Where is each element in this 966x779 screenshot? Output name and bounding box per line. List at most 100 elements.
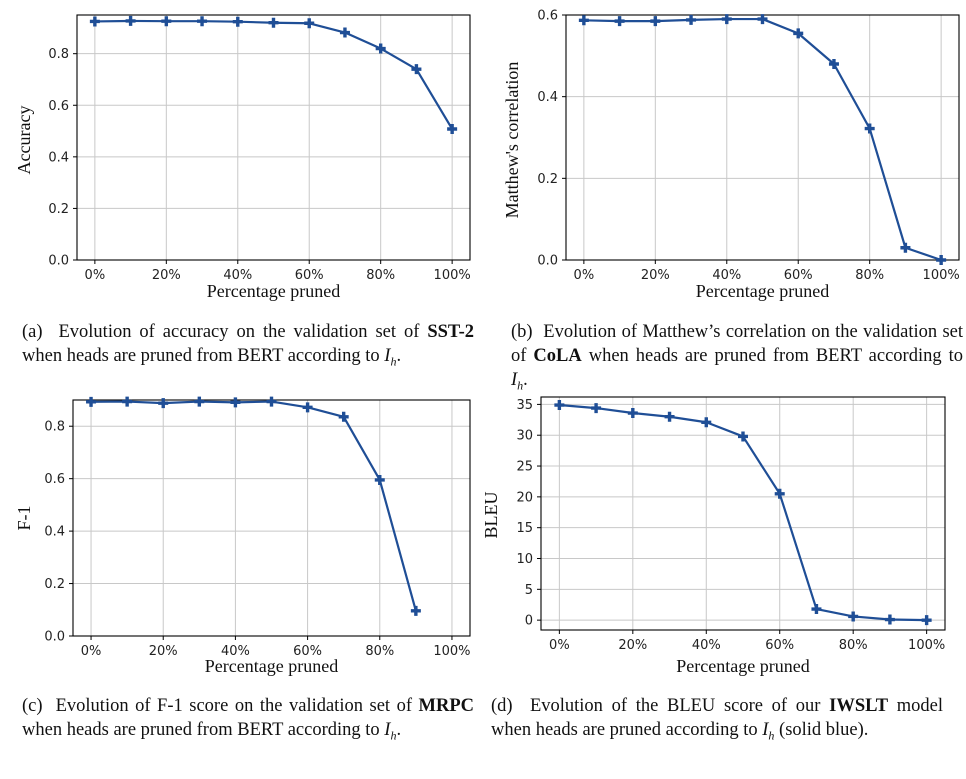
plot-frame [565, 14, 960, 261]
caption-tail: . [396, 346, 402, 366]
y-tick-label: 20 [516, 490, 533, 505]
data-point-marker [410, 605, 421, 616]
caption-dataset: SST-2 [427, 322, 474, 342]
y-tick-label: 0.8 [44, 420, 65, 435]
x-tick-label: 80% [839, 638, 868, 653]
x-tick-label: 20% [149, 644, 178, 659]
caption-math: I [384, 720, 391, 740]
data-point-marker [757, 14, 768, 25]
data-point-marker [125, 15, 136, 26]
data-point-marker [578, 15, 589, 26]
x-tick-label: 60% [293, 644, 322, 659]
x-tick-label: 60% [765, 638, 794, 653]
x-tick-label: 40% [221, 644, 250, 659]
y-tick-label: 0.4 [537, 90, 558, 105]
data-point-marker [158, 398, 169, 409]
x-tick-label: 100% [434, 268, 471, 283]
data-point-marker [828, 59, 839, 69]
y-tick-label: 35 [516, 398, 533, 413]
y-axis-label: F-1 [14, 505, 34, 530]
y-tick-label: 0.2 [537, 172, 558, 187]
caption-a: (a) Evolution of accuracy on the validat… [22, 320, 474, 374]
data-point-marker [197, 16, 208, 27]
x-tick-label: 40% [692, 638, 721, 653]
data-point-marker [447, 123, 458, 134]
data-point-marker [884, 614, 895, 625]
caption-math-sub: h [517, 378, 524, 393]
caption-tail: (solid blue). [779, 720, 869, 740]
chart-c: 0% 20% 40% 60% 80% 100% 0.0 0.2 0.4 0.6 0.8 Percent… [14, 396, 471, 676]
data-point-marker [721, 14, 732, 25]
y-tick-label: 0.2 [44, 577, 65, 592]
x-tick-label: 20% [152, 268, 181, 283]
data-point-marker [268, 17, 279, 28]
x-tick-label: 40% [223, 268, 252, 283]
y-tick-label: 0.0 [48, 254, 69, 269]
caption-dataset: MRPC [418, 696, 474, 716]
data-point-marker [793, 28, 804, 39]
data-point-marker [554, 400, 565, 411]
data-point-marker [686, 14, 697, 25]
data-point-marker [122, 396, 133, 407]
x-tick-label: 60% [295, 268, 324, 283]
caption-label: (a) [22, 322, 43, 342]
x-tick-label: 0% [549, 638, 570, 653]
y-tick-label: 0.8 [48, 47, 69, 62]
chart-b: 0% 20% 40% 60% 80% 100% 0.0 0.2 0.4 0.6 Percentage… [502, 9, 960, 302]
caption-tail: . [396, 720, 402, 740]
y-tick-label: 0.0 [537, 254, 558, 269]
data-point-marker [375, 43, 386, 54]
y-axis-label: Accuracy [14, 106, 34, 175]
data-point-marker [232, 16, 243, 27]
x-axis-label: Percentage pruned [205, 656, 338, 676]
caption-math-sub: h [390, 728, 397, 743]
data-point-marker [664, 411, 675, 422]
y-axis-label: Matthew's correlation [502, 62, 522, 219]
data-point-marker [230, 397, 241, 408]
data-point-marker [811, 604, 822, 615]
data-point-marker [89, 16, 100, 27]
x-tick-label: 80% [855, 268, 884, 283]
series-line [583, 17, 942, 262]
caption-dataset: CoLA [533, 346, 582, 366]
x-tick-label: 0% [85, 268, 106, 283]
caption-math-sub: h [768, 728, 775, 743]
data-point-marker [921, 615, 932, 626]
series-line [91, 400, 417, 612]
data-point-marker [848, 611, 859, 622]
y-tick-label: 0.2 [48, 202, 69, 217]
caption-text: Evolution of the BLEU score of our [529, 696, 821, 716]
data-point-marker [900, 242, 911, 253]
caption-math-sub: h [390, 354, 397, 369]
y-tick-label: 15 [516, 521, 533, 536]
x-tick-label: 100% [923, 268, 960, 283]
x-tick-label: 100% [433, 644, 470, 659]
data-point-marker [591, 403, 602, 414]
caption-text: Evolution of Matthew’s correlation on th… [511, 322, 964, 366]
data-point-marker [194, 396, 205, 407]
data-point-marker [161, 16, 172, 27]
data-point-marker [936, 255, 947, 265]
caption-label: (d) [491, 696, 513, 716]
chart-d: 0% 20% 40% 60% 80% 100% 0 5 10 15 20 25 30 35 Percenta… [481, 396, 946, 676]
caption-text: when heads are pruned from BERT accordin… [22, 720, 380, 740]
caption-math: I [762, 720, 769, 740]
plot-frame [540, 396, 946, 631]
x-tick-label: 40% [712, 268, 741, 283]
x-axis-label: Percentage pruned [676, 656, 809, 676]
data-point-marker [304, 18, 315, 29]
y-tick-label: 5 [525, 583, 533, 598]
x-tick-label: 0% [81, 644, 102, 659]
y-tick-label: 25 [516, 460, 533, 475]
caption-math: I [511, 370, 518, 390]
x-tick-label: 80% [366, 268, 395, 283]
data-point-marker [627, 408, 638, 419]
plot-frame [72, 399, 471, 637]
plot-frame [76, 14, 471, 261]
x-tick-label: 0% [574, 268, 595, 283]
caption-text: Evolution of accuracy on the validation … [58, 322, 420, 342]
y-axis-label: BLEU [481, 492, 501, 539]
data-point-marker [86, 396, 97, 407]
data-point-marker [650, 16, 661, 27]
